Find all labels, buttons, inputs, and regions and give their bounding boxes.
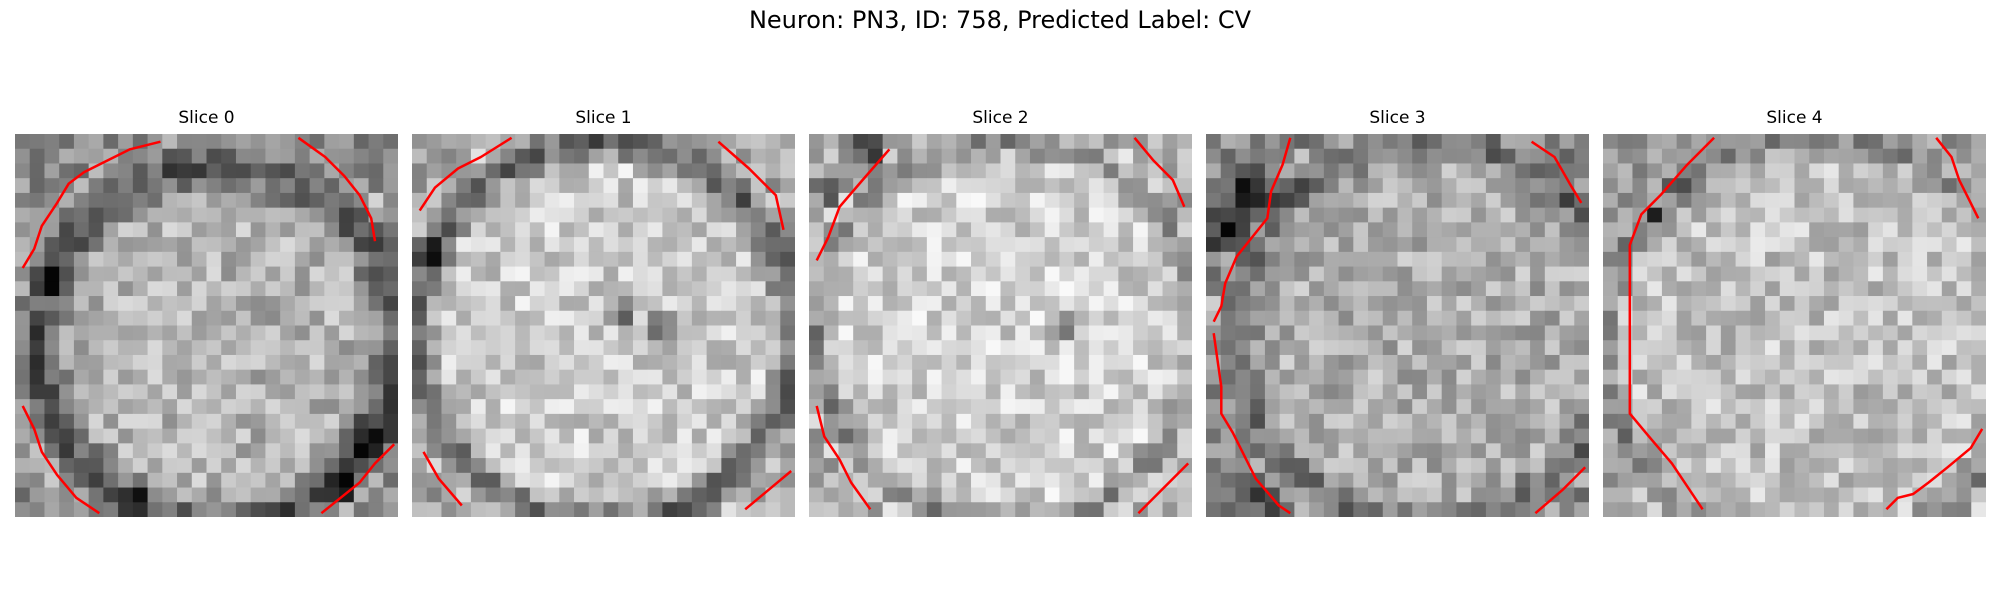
pixel-grid: [809, 134, 1192, 517]
slice-image: [15, 134, 398, 517]
contour-line: [297, 136, 377, 242]
contour-line: [1212, 333, 1291, 515]
slice-panel-1: Slice 1: [412, 0, 795, 600]
contour-line: [1530, 140, 1583, 204]
figure-title: Neuron: PN3, ID: 758, Predicted Label: C…: [748, 6, 1252, 34]
contour-line: [744, 470, 793, 511]
contour-line: [320, 443, 396, 515]
slice-image: [1603, 134, 1986, 517]
contour-line: [1935, 137, 1980, 219]
contour-line: [1137, 462, 1190, 515]
slice-title: Slice 1: [575, 108, 632, 128]
pixel-grid: [1603, 134, 1986, 517]
pixel-grid: [1206, 134, 1589, 517]
contour-line: [1133, 137, 1186, 208]
slice-image: [412, 134, 795, 517]
slice-panel-0: Slice 0: [15, 0, 398, 600]
slice-panel-3: Slice 3: [1206, 0, 1589, 600]
contour-line: [815, 148, 891, 261]
contour-line: [21, 405, 100, 515]
contour-line: [1628, 136, 1715, 510]
contour-line: [1212, 137, 1292, 323]
contour-line: [717, 140, 785, 231]
slice-image: [809, 134, 1192, 517]
contour-line: [21, 140, 161, 269]
pixel-grid: [15, 134, 398, 517]
contour-line: [815, 405, 872, 511]
pixel-grid: [412, 134, 795, 517]
contour-line: [422, 451, 463, 507]
slice-title: Slice 3: [1369, 108, 1426, 128]
contour-line: [1885, 428, 1984, 511]
slice-panel-2: Slice 2: [809, 0, 1192, 600]
contour-line: [1534, 466, 1587, 515]
slice-title: Slice 2: [972, 108, 1029, 128]
slice-title: Slice 0: [178, 108, 235, 128]
slice-image: [1206, 134, 1589, 517]
slice-title: Slice 4: [1766, 108, 1823, 128]
contour-line: [418, 136, 513, 212]
slice-panel-4: Slice 4: [1603, 0, 1986, 600]
